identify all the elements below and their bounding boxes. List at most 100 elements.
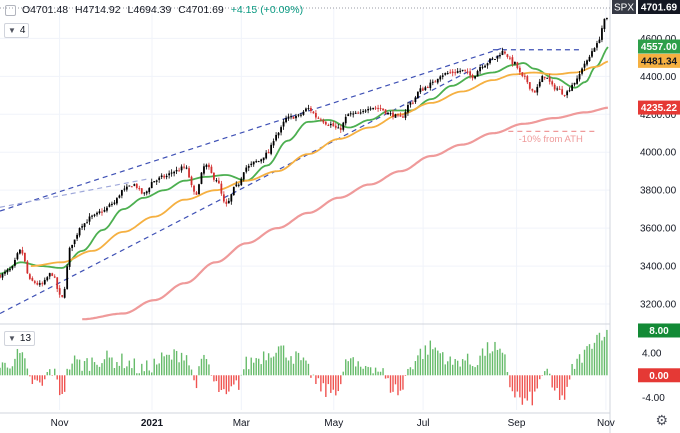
candle-body bbox=[439, 76, 442, 80]
osc-bar bbox=[456, 360, 459, 376]
osc-bar bbox=[501, 352, 504, 376]
candle-body bbox=[285, 118, 287, 123]
osc-bar bbox=[384, 375, 387, 379]
candle-body bbox=[319, 119, 322, 121]
candle-body bbox=[280, 127, 282, 133]
candle-body bbox=[220, 183, 223, 194]
osc-bar bbox=[218, 375, 220, 393]
candle-body bbox=[526, 76, 529, 83]
candle-body bbox=[324, 121, 327, 125]
candle-body bbox=[208, 164, 210, 168]
candle-body bbox=[178, 170, 180, 172]
gear-icon[interactable]: ⚙ bbox=[655, 412, 668, 428]
candle-body bbox=[414, 97, 417, 103]
change-value: +4.15 (+0.09%) bbox=[230, 4, 304, 16]
osc-bar bbox=[529, 375, 531, 392]
indicator-study-collapse[interactable]: ▼ 13 bbox=[4, 331, 36, 346]
candle-body bbox=[148, 188, 151, 193]
candle-body bbox=[322, 120, 325, 123]
candle-body bbox=[578, 73, 581, 80]
sma-20-tag: 4557.00 bbox=[638, 39, 680, 54]
candle-body bbox=[14, 260, 16, 266]
candle-body bbox=[474, 76, 476, 79]
osc-bar bbox=[506, 372, 509, 376]
osc-bar bbox=[170, 359, 173, 376]
osc-bar bbox=[228, 375, 230, 392]
candle-body bbox=[456, 71, 459, 73]
symbol-settings-icon[interactable] bbox=[5, 4, 16, 16]
osc-bar bbox=[447, 361, 449, 376]
candle-body bbox=[334, 125, 337, 128]
osc-bar bbox=[377, 371, 379, 376]
osc-bar bbox=[432, 349, 434, 376]
candle-body bbox=[496, 55, 499, 59]
price-tick-label: 3400.00 bbox=[640, 262, 677, 273]
candle-body bbox=[247, 165, 250, 168]
svg-text:4701.69: 4701.69 bbox=[641, 3, 678, 14]
candle-body bbox=[225, 201, 228, 204]
candle-body bbox=[528, 82, 531, 89]
osc-bar bbox=[270, 357, 272, 376]
candle-body bbox=[300, 114, 302, 116]
candle-body bbox=[250, 163, 253, 166]
candle-body bbox=[533, 90, 536, 93]
osc-bar bbox=[238, 375, 240, 390]
osc-bar bbox=[163, 356, 165, 376]
osc-bar bbox=[101, 363, 103, 376]
osc-bar bbox=[250, 357, 252, 376]
osc-bar bbox=[123, 368, 126, 376]
candle-body bbox=[210, 166, 213, 174]
candle-body bbox=[449, 72, 452, 74]
osc-bar bbox=[581, 362, 583, 376]
osc-bar bbox=[188, 365, 190, 376]
osc-bar bbox=[11, 366, 14, 376]
time-tick-label: Jul bbox=[417, 418, 430, 429]
osc-bar bbox=[24, 358, 26, 376]
osc-bar bbox=[292, 363, 295, 376]
osc-bar bbox=[98, 366, 101, 376]
candle-body bbox=[354, 112, 357, 114]
osc-bar bbox=[248, 369, 250, 376]
osc-bar bbox=[476, 365, 479, 376]
osc-bar bbox=[499, 348, 501, 376]
osc-bar bbox=[544, 371, 546, 376]
osc-bar bbox=[103, 359, 106, 376]
high-value: H4714.92 bbox=[75, 4, 121, 16]
candle-body bbox=[275, 134, 277, 141]
candle-body bbox=[123, 188, 126, 190]
osc-bar bbox=[464, 360, 466, 376]
candle-body bbox=[389, 113, 392, 115]
candle-body bbox=[160, 175, 163, 178]
osc-bar bbox=[151, 372, 153, 376]
osc-bar bbox=[305, 360, 307, 376]
candle-body bbox=[98, 211, 101, 214]
osc-bar bbox=[193, 375, 195, 381]
osc-bar bbox=[243, 369, 245, 376]
osc-bar bbox=[165, 354, 168, 376]
candle-body bbox=[235, 184, 238, 187]
last-price-tag: 4701.69 bbox=[638, 0, 680, 14]
osc-bar bbox=[556, 375, 558, 388]
osc-bar bbox=[73, 355, 76, 376]
candle-body bbox=[359, 112, 362, 114]
osc-bar bbox=[369, 367, 372, 376]
candle-body bbox=[0, 274, 1, 278]
main-study-collapse[interactable]: ▼ 4 bbox=[4, 23, 30, 38]
osc-bar bbox=[551, 375, 553, 388]
candle-body bbox=[538, 81, 541, 87]
osc-bar bbox=[21, 352, 24, 376]
candle-body bbox=[596, 43, 598, 48]
candle-body bbox=[466, 71, 469, 73]
osc-bar bbox=[44, 375, 46, 380]
osc-bar bbox=[417, 355, 419, 376]
trendline bbox=[0, 178, 150, 208]
candle-body bbox=[113, 202, 116, 204]
candle-body bbox=[237, 184, 240, 186]
osc-bar bbox=[213, 375, 215, 382]
candle-body bbox=[342, 122, 345, 130]
candle-body bbox=[190, 176, 193, 186]
candle-body bbox=[484, 65, 486, 68]
osc-bar bbox=[519, 375, 521, 398]
osc-bar bbox=[0, 367, 1, 376]
